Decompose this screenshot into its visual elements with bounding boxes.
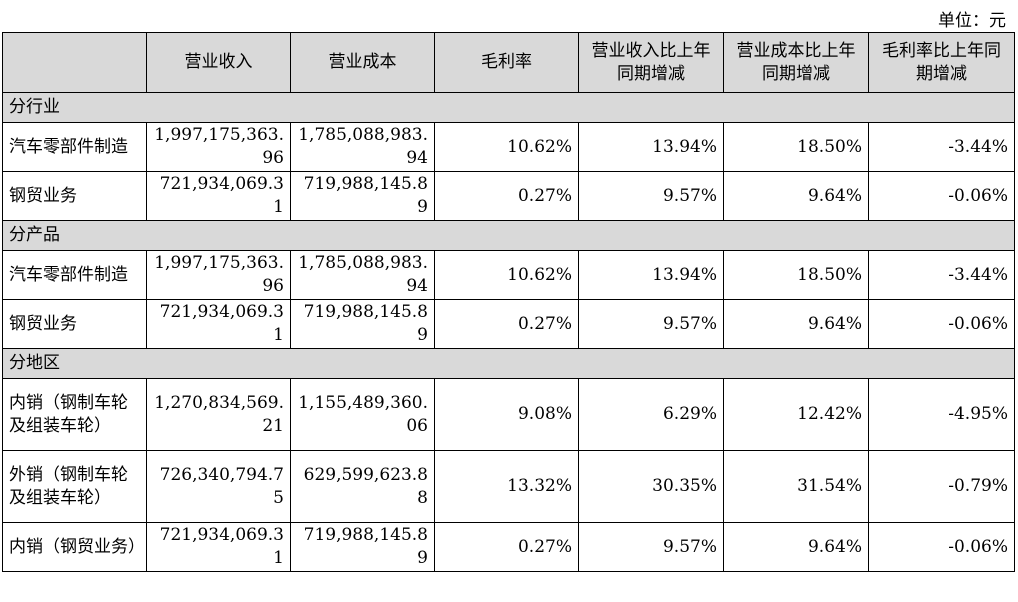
row-name: 钢贸业务 [2,171,147,221]
cost-change-cell: 18.50% [723,250,869,300]
revenue-change-cell: 30.35% [578,450,724,523]
cost-cell: 719,988,145.89 [290,522,435,572]
section-row: 分地区 [2,348,1015,379]
revenue-change-cell: 9.57% [578,299,724,349]
row-name: 钢贸业务 [2,299,147,349]
header-cost-change: 营业成本比上年同期增减 [723,32,869,93]
header-row: 营业收入 营业成本 毛利率 营业收入比上年同期增减 营业成本比上年同期增减 毛利… [2,32,1015,93]
table-row: 内销（钢贸业务） 721,934,069.31 719,988,145.89 0… [2,522,1015,572]
margin-cell: 0.27% [434,522,579,572]
table-row: 钢贸业务 721,934,069.31 719,988,145.89 0.27%… [2,171,1015,221]
margin-change-cell: -4.95% [868,378,1015,451]
row-name: 内销（钢制车轮及组装车轮） [2,378,147,451]
revenue-cell: 1,997,175,363.96 [146,122,291,172]
cost-cell: 719,988,145.89 [290,299,435,349]
margin-cell: 9.08% [434,378,579,451]
row-name: 内销（钢贸业务） [2,522,147,572]
cost-change-cell: 9.64% [723,171,869,221]
margin-cell: 0.27% [434,171,579,221]
header-cell [2,32,147,93]
margin-cell: 10.62% [434,122,579,172]
margin-cell: 0.27% [434,299,579,349]
table-row: 汽车零部件制造 1,997,175,363.96 1,785,088,983.9… [2,250,1015,300]
section-title: 分地区 [2,348,1015,379]
table-row: 钢贸业务 721,934,069.31 719,988,145.89 0.27%… [2,299,1015,349]
margin-change-cell: -0.06% [868,171,1015,221]
cost-change-cell: 31.54% [723,450,869,523]
cost-cell: 1,785,088,983.94 [290,250,435,300]
cost-cell: 629,599,623.88 [290,450,435,523]
margin-cell: 13.32% [434,450,579,523]
header-revenue-change: 营业收入比上年同期增减 [578,32,724,93]
revenue-cell: 721,934,069.31 [146,171,291,221]
section-title: 分行业 [2,92,1015,123]
margin-change-cell: -0.79% [868,450,1015,523]
section-row: 分产品 [2,220,1015,251]
table-row: 汽车零部件制造 1,997,175,363.96 1,785,088,983.9… [2,122,1015,172]
header-margin-change: 毛利率比上年同期增减 [868,32,1015,93]
revenue-cell: 721,934,069.31 [146,299,291,349]
header-cost: 营业成本 [290,32,435,93]
cost-cell: 719,988,145.89 [290,171,435,221]
row-name: 外销（钢制车轮及组装车轮） [2,450,147,523]
revenue-cell: 1,997,175,363.96 [146,250,291,300]
row-name: 汽车零部件制造 [2,122,147,172]
row-name: 汽车零部件制造 [2,250,147,300]
cost-cell: 1,155,489,360.06 [290,378,435,451]
cost-change-cell: 12.42% [723,378,869,451]
section-title: 分产品 [2,220,1015,251]
cost-change-cell: 9.64% [723,299,869,349]
unit-label: 单位：元 [938,11,1006,31]
revenue-change-cell: 6.29% [578,378,724,451]
margin-change-cell: -0.06% [868,522,1015,572]
cost-cell: 1,785,088,983.94 [290,122,435,172]
revenue-cell: 721,934,069.31 [146,522,291,572]
cost-change-cell: 18.50% [723,122,869,172]
table-row: 内销（钢制车轮及组装车轮） 1,270,834,569.21 1,155,489… [2,378,1015,451]
margin-change-cell: -0.06% [868,299,1015,349]
header-margin: 毛利率 [434,32,579,93]
table-row: 外销（钢制车轮及组装车轮） 726,340,794.75 629,599,623… [2,450,1015,523]
revenue-table: 营业收入 营业成本 毛利率 营业收入比上年同期增减 营业成本比上年同期增减 毛利… [2,32,1015,572]
header-revenue: 营业收入 [146,32,291,93]
section-row: 分行业 [2,92,1015,123]
revenue-change-cell: 9.57% [578,171,724,221]
revenue-cell: 726,340,794.75 [146,450,291,523]
revenue-change-cell: 13.94% [578,250,724,300]
revenue-change-cell: 13.94% [578,122,724,172]
margin-change-cell: -3.44% [868,250,1015,300]
revenue-cell: 1,270,834,569.21 [146,378,291,451]
margin-cell: 10.62% [434,250,579,300]
revenue-change-cell: 9.57% [578,522,724,572]
margin-change-cell: -3.44% [868,122,1015,172]
cost-change-cell: 9.64% [723,522,869,572]
